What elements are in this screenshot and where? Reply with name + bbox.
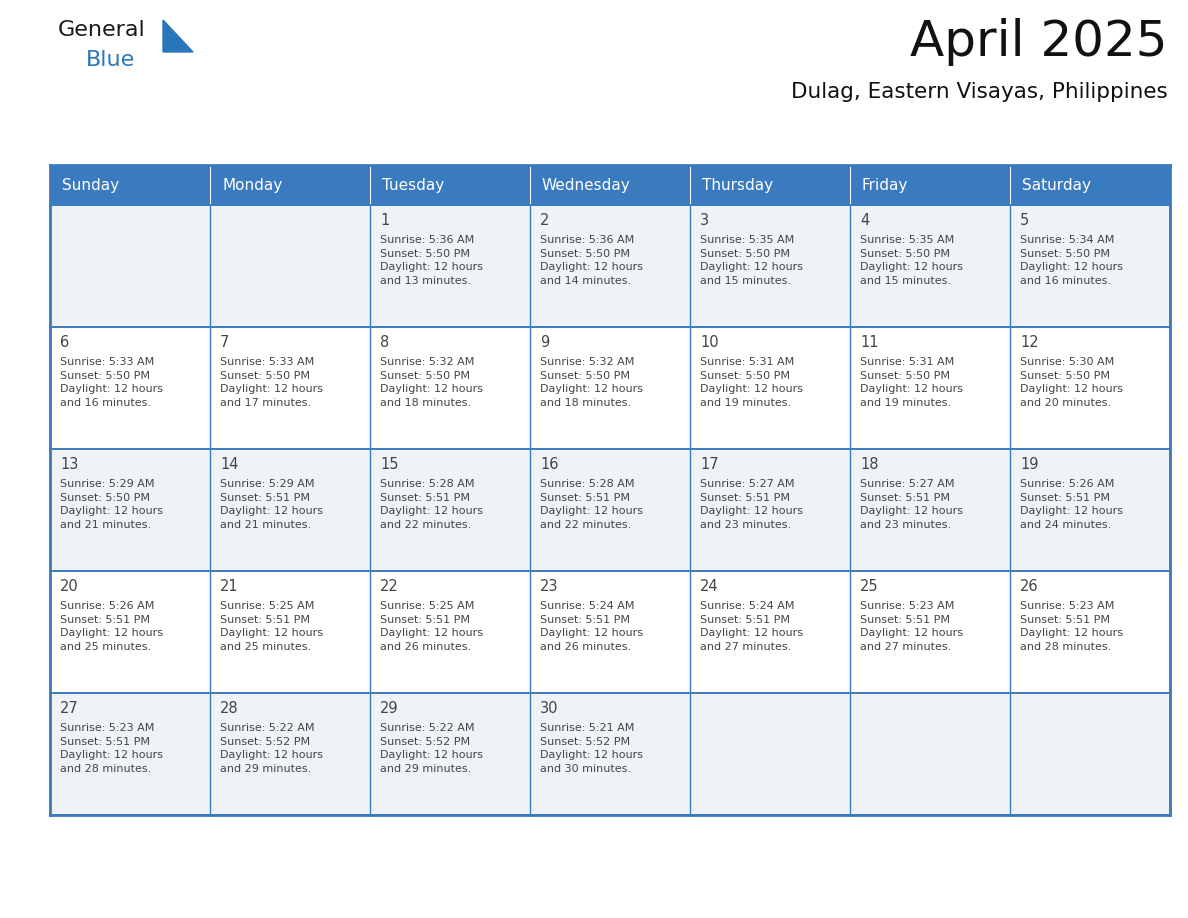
Text: 4: 4 — [860, 213, 870, 228]
Bar — [50, 449, 1170, 571]
Bar — [50, 327, 1170, 449]
Text: 21: 21 — [220, 579, 239, 594]
Text: Sunrise: 5:23 AM
Sunset: 5:51 PM
Daylight: 12 hours
and 28 minutes.: Sunrise: 5:23 AM Sunset: 5:51 PM Dayligh… — [1020, 601, 1123, 652]
Text: Sunrise: 5:25 AM
Sunset: 5:51 PM
Daylight: 12 hours
and 25 minutes.: Sunrise: 5:25 AM Sunset: 5:51 PM Dayligh… — [220, 601, 323, 652]
Text: 30: 30 — [541, 701, 558, 716]
Text: Sunrise: 5:24 AM
Sunset: 5:51 PM
Daylight: 12 hours
and 26 minutes.: Sunrise: 5:24 AM Sunset: 5:51 PM Dayligh… — [541, 601, 643, 652]
Text: 24: 24 — [700, 579, 719, 594]
Text: 22: 22 — [380, 579, 399, 594]
Text: Sunrise: 5:29 AM
Sunset: 5:50 PM
Daylight: 12 hours
and 21 minutes.: Sunrise: 5:29 AM Sunset: 5:50 PM Dayligh… — [61, 479, 163, 530]
Text: Sunrise: 5:33 AM
Sunset: 5:50 PM
Daylight: 12 hours
and 16 minutes.: Sunrise: 5:33 AM Sunset: 5:50 PM Dayligh… — [61, 357, 163, 408]
Text: Sunrise: 5:34 AM
Sunset: 5:50 PM
Daylight: 12 hours
and 16 minutes.: Sunrise: 5:34 AM Sunset: 5:50 PM Dayligh… — [1020, 235, 1123, 285]
Text: Sunrise: 5:35 AM
Sunset: 5:50 PM
Daylight: 12 hours
and 15 minutes.: Sunrise: 5:35 AM Sunset: 5:50 PM Dayligh… — [700, 235, 803, 285]
Text: 27: 27 — [61, 701, 78, 716]
Text: 12: 12 — [1020, 335, 1038, 350]
Text: 23: 23 — [541, 579, 558, 594]
Text: Sunrise: 5:26 AM
Sunset: 5:51 PM
Daylight: 12 hours
and 25 minutes.: Sunrise: 5:26 AM Sunset: 5:51 PM Dayligh… — [61, 601, 163, 652]
Bar — [50, 165, 1170, 205]
Text: Friday: Friday — [862, 177, 909, 193]
Text: Sunrise: 5:31 AM
Sunset: 5:50 PM
Daylight: 12 hours
and 19 minutes.: Sunrise: 5:31 AM Sunset: 5:50 PM Dayligh… — [700, 357, 803, 408]
Polygon shape — [163, 20, 192, 52]
Text: 13: 13 — [61, 457, 78, 472]
Text: Sunrise: 5:32 AM
Sunset: 5:50 PM
Daylight: 12 hours
and 18 minutes.: Sunrise: 5:32 AM Sunset: 5:50 PM Dayligh… — [541, 357, 643, 408]
Text: Wednesday: Wednesday — [542, 177, 631, 193]
Text: Sunrise: 5:22 AM
Sunset: 5:52 PM
Daylight: 12 hours
and 29 minutes.: Sunrise: 5:22 AM Sunset: 5:52 PM Dayligh… — [220, 723, 323, 774]
Text: 25: 25 — [860, 579, 879, 594]
Text: 3: 3 — [700, 213, 709, 228]
Text: 5: 5 — [1020, 213, 1029, 228]
Text: 14: 14 — [220, 457, 239, 472]
Text: Sunrise: 5:28 AM
Sunset: 5:51 PM
Daylight: 12 hours
and 22 minutes.: Sunrise: 5:28 AM Sunset: 5:51 PM Dayligh… — [380, 479, 484, 530]
Text: 16: 16 — [541, 457, 558, 472]
Text: Sunday: Sunday — [62, 177, 119, 193]
Text: 7: 7 — [220, 335, 229, 350]
Text: 18: 18 — [860, 457, 878, 472]
Text: Sunrise: 5:31 AM
Sunset: 5:50 PM
Daylight: 12 hours
and 19 minutes.: Sunrise: 5:31 AM Sunset: 5:50 PM Dayligh… — [860, 357, 963, 408]
Text: Sunrise: 5:36 AM
Sunset: 5:50 PM
Daylight: 12 hours
and 13 minutes.: Sunrise: 5:36 AM Sunset: 5:50 PM Dayligh… — [380, 235, 484, 285]
Text: 10: 10 — [700, 335, 719, 350]
Text: Monday: Monday — [222, 177, 283, 193]
Bar — [50, 205, 1170, 327]
Text: Sunrise: 5:26 AM
Sunset: 5:51 PM
Daylight: 12 hours
and 24 minutes.: Sunrise: 5:26 AM Sunset: 5:51 PM Dayligh… — [1020, 479, 1123, 530]
Text: Sunrise: 5:25 AM
Sunset: 5:51 PM
Daylight: 12 hours
and 26 minutes.: Sunrise: 5:25 AM Sunset: 5:51 PM Dayligh… — [380, 601, 484, 652]
Text: Saturday: Saturday — [1022, 177, 1091, 193]
Text: Sunrise: 5:36 AM
Sunset: 5:50 PM
Daylight: 12 hours
and 14 minutes.: Sunrise: 5:36 AM Sunset: 5:50 PM Dayligh… — [541, 235, 643, 285]
Text: Sunrise: 5:30 AM
Sunset: 5:50 PM
Daylight: 12 hours
and 20 minutes.: Sunrise: 5:30 AM Sunset: 5:50 PM Dayligh… — [1020, 357, 1123, 408]
Text: Dulag, Eastern Visayas, Philippines: Dulag, Eastern Visayas, Philippines — [791, 82, 1168, 102]
Text: 11: 11 — [860, 335, 878, 350]
Text: Thursday: Thursday — [702, 177, 773, 193]
Text: Blue: Blue — [86, 50, 135, 70]
Text: 28: 28 — [220, 701, 239, 716]
Text: Sunrise: 5:29 AM
Sunset: 5:51 PM
Daylight: 12 hours
and 21 minutes.: Sunrise: 5:29 AM Sunset: 5:51 PM Dayligh… — [220, 479, 323, 530]
Text: 6: 6 — [61, 335, 69, 350]
Text: Sunrise: 5:35 AM
Sunset: 5:50 PM
Daylight: 12 hours
and 15 minutes.: Sunrise: 5:35 AM Sunset: 5:50 PM Dayligh… — [860, 235, 963, 285]
Text: 20: 20 — [61, 579, 78, 594]
Text: Sunrise: 5:23 AM
Sunset: 5:51 PM
Daylight: 12 hours
and 27 minutes.: Sunrise: 5:23 AM Sunset: 5:51 PM Dayligh… — [860, 601, 963, 652]
Text: Sunrise: 5:27 AM
Sunset: 5:51 PM
Daylight: 12 hours
and 23 minutes.: Sunrise: 5:27 AM Sunset: 5:51 PM Dayligh… — [700, 479, 803, 530]
Text: 1: 1 — [380, 213, 390, 228]
Text: Sunrise: 5:33 AM
Sunset: 5:50 PM
Daylight: 12 hours
and 17 minutes.: Sunrise: 5:33 AM Sunset: 5:50 PM Dayligh… — [220, 357, 323, 408]
Text: April 2025: April 2025 — [910, 18, 1168, 66]
Text: Tuesday: Tuesday — [383, 177, 444, 193]
Text: Sunrise: 5:24 AM
Sunset: 5:51 PM
Daylight: 12 hours
and 27 minutes.: Sunrise: 5:24 AM Sunset: 5:51 PM Dayligh… — [700, 601, 803, 652]
Text: Sunrise: 5:23 AM
Sunset: 5:51 PM
Daylight: 12 hours
and 28 minutes.: Sunrise: 5:23 AM Sunset: 5:51 PM Dayligh… — [61, 723, 163, 774]
Text: Sunrise: 5:27 AM
Sunset: 5:51 PM
Daylight: 12 hours
and 23 minutes.: Sunrise: 5:27 AM Sunset: 5:51 PM Dayligh… — [860, 479, 963, 530]
Text: Sunrise: 5:21 AM
Sunset: 5:52 PM
Daylight: 12 hours
and 30 minutes.: Sunrise: 5:21 AM Sunset: 5:52 PM Dayligh… — [541, 723, 643, 774]
Bar — [50, 571, 1170, 693]
Text: 19: 19 — [1020, 457, 1038, 472]
Text: Sunrise: 5:32 AM
Sunset: 5:50 PM
Daylight: 12 hours
and 18 minutes.: Sunrise: 5:32 AM Sunset: 5:50 PM Dayligh… — [380, 357, 484, 408]
Text: 26: 26 — [1020, 579, 1038, 594]
Text: 8: 8 — [380, 335, 390, 350]
Text: 17: 17 — [700, 457, 719, 472]
Text: Sunrise: 5:28 AM
Sunset: 5:51 PM
Daylight: 12 hours
and 22 minutes.: Sunrise: 5:28 AM Sunset: 5:51 PM Dayligh… — [541, 479, 643, 530]
Bar — [50, 693, 1170, 815]
Text: 9: 9 — [541, 335, 549, 350]
Text: General: General — [58, 20, 146, 40]
Text: 2: 2 — [541, 213, 549, 228]
Text: 29: 29 — [380, 701, 399, 716]
Text: Sunrise: 5:22 AM
Sunset: 5:52 PM
Daylight: 12 hours
and 29 minutes.: Sunrise: 5:22 AM Sunset: 5:52 PM Dayligh… — [380, 723, 484, 774]
Text: 15: 15 — [380, 457, 398, 472]
